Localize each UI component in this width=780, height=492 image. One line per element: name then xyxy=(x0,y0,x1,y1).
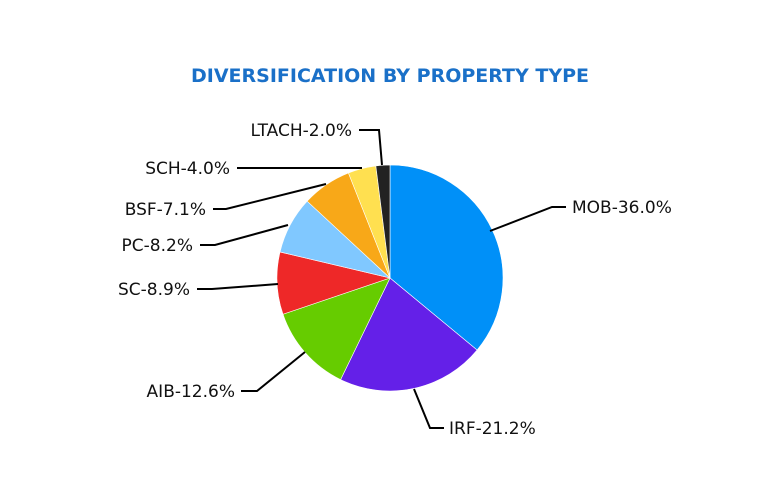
data-label-pc: PC-8.2% xyxy=(122,236,193,256)
leader-line-irf xyxy=(413,388,444,429)
pie-slice-irf xyxy=(340,277,478,392)
data-label-sch: SCH-4.0% xyxy=(145,159,230,179)
data-label-ltach: LTACH-2.0% xyxy=(250,121,352,141)
leader-line-aib xyxy=(241,351,306,392)
data-label-aib: AIB-12.6% xyxy=(147,382,235,402)
data-label-irf: IRF-21.2% xyxy=(449,419,536,439)
leader-line-sc xyxy=(197,283,279,290)
chart-title: DIVERSIFICATION BY PROPERTY TYPE xyxy=(191,65,589,87)
leader-line-bsf xyxy=(213,183,327,210)
data-label-bsf: BSF-7.1% xyxy=(125,200,206,220)
data-label-mob: MOB-36.0% xyxy=(572,198,672,218)
leader-line-mob xyxy=(489,206,566,232)
pie-slice-ltach xyxy=(375,164,391,279)
data-label-sc: SC-8.9% xyxy=(118,280,190,300)
leader-line-ltach xyxy=(359,129,383,166)
leader-line-pc xyxy=(200,224,289,246)
